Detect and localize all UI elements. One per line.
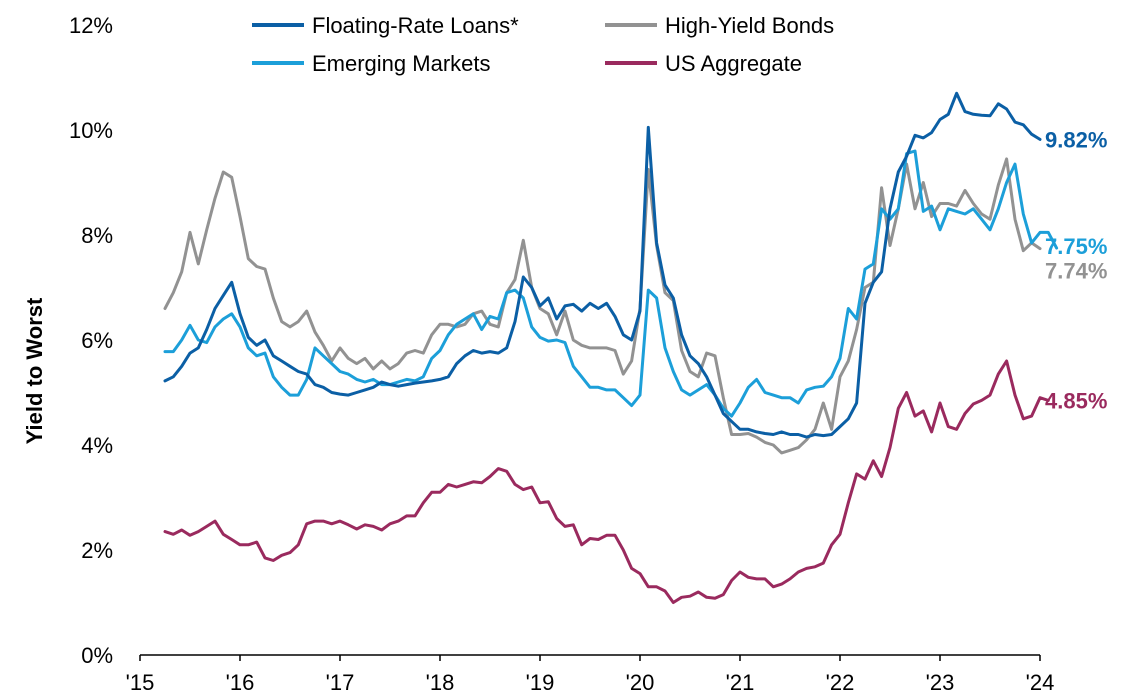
x-tick-label: '19 xyxy=(526,670,555,694)
x-tick-label: '16 xyxy=(226,670,255,694)
y-axis-label-group: Yield to Worst xyxy=(22,297,47,444)
x-tick-label: '18 xyxy=(426,670,455,694)
y-tick-label: 8% xyxy=(81,223,113,248)
x-axis: '15 '16 '17 '18 '19 '20 '21 '22 '23 '24 xyxy=(126,654,1055,694)
x-tick-label: '21 xyxy=(726,670,755,694)
end-label-0: 9.82% xyxy=(1045,127,1107,152)
series-line-2 xyxy=(163,149,1059,418)
end-labels: 9.82% 7.74%7.75% 4.85% xyxy=(1045,127,1107,413)
legend: Floating-Rate Loans* High-Yield Bonds Emer… xyxy=(252,13,834,76)
end-label-1: 7.74% xyxy=(1045,259,1107,284)
legend-label-2: Emerging Markets xyxy=(312,51,491,76)
legend-label-3: US Aggregate xyxy=(665,51,802,76)
y-tick-label: 0% xyxy=(81,643,113,668)
legend-label-1: High-Yield Bonds xyxy=(665,13,834,38)
x-tick-label: '22 xyxy=(826,670,855,694)
series-line-3 xyxy=(163,359,1050,604)
y-axis-label: Yield to Worst xyxy=(22,297,47,444)
series-line-1 xyxy=(163,157,1042,455)
legend-label-0: Floating-Rate Loans* xyxy=(312,13,519,38)
y-axis: 0% 2% 4% 6% 8% 10% 12% xyxy=(69,13,113,668)
x-tick-label: '24 xyxy=(1026,670,1055,694)
x-tick-label: '15 xyxy=(126,670,155,694)
series-line-0 xyxy=(163,91,1042,439)
series-lines xyxy=(163,91,1059,604)
end-label-2: 7.75% xyxy=(1045,234,1107,259)
y-tick-label: 6% xyxy=(81,328,113,353)
x-tick-label: '23 xyxy=(926,670,955,694)
x-tick-label: '17 xyxy=(326,670,355,694)
y-tick-label: 2% xyxy=(81,538,113,563)
y-tick-label: 10% xyxy=(69,118,113,143)
end-label-3: 4.85% xyxy=(1045,388,1107,413)
y-tick-label: 4% xyxy=(81,433,113,458)
x-tick-label: '20 xyxy=(626,670,655,694)
y-tick-label: 12% xyxy=(69,13,113,38)
